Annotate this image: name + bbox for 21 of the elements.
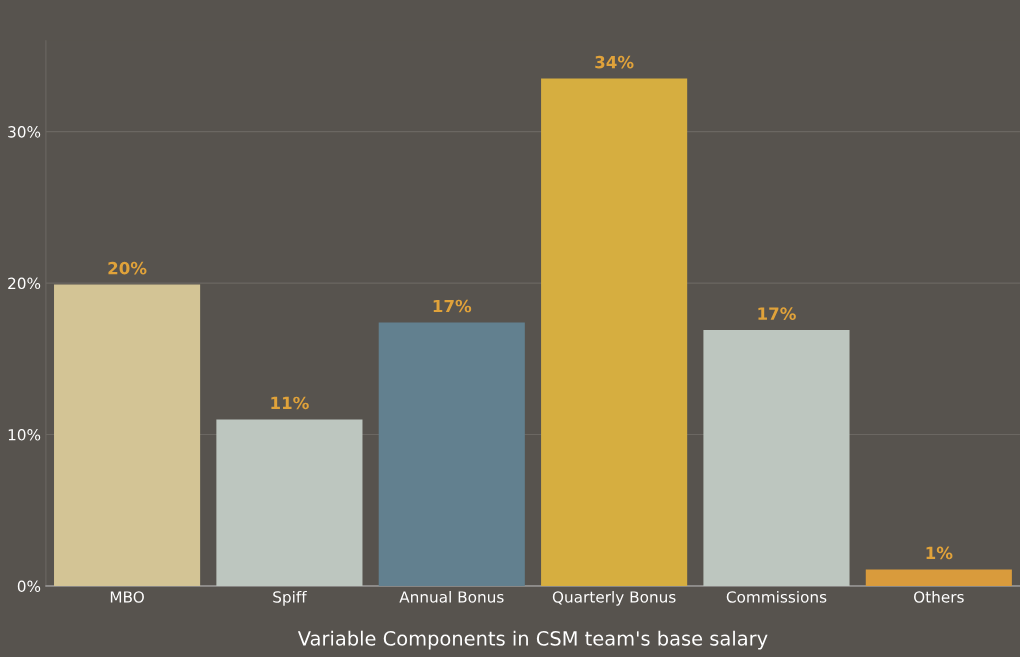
bar [54,284,201,587]
x-tick-label: Commissions [726,590,827,603]
data-label: 11% [271,396,309,410]
data-label: 17% [433,299,472,313]
x-tick-label: Quarterly Bonus [552,590,676,606]
x-tick-label: Others [914,590,964,603]
data-label: 1% [926,546,953,560]
x-tick-label: Spiff [273,590,307,606]
bar [378,322,525,587]
data-label: 20% [108,261,147,275]
data-label: 17% [758,307,796,320]
y-tick-label: 10% [8,429,41,441]
y-tick-label: 0% [17,580,41,593]
x-tick-label: Annual Bonus [399,590,504,603]
x-tick-label: MBO [110,591,144,603]
x-axis-title: Variable Components in CSM team's base salary [297,630,768,650]
data-label: 34% [595,55,634,69]
y-tick-label: 30% [8,126,41,138]
bar [541,78,688,587]
y-tick-label: 20% [8,277,41,290]
bar [865,569,1012,587]
